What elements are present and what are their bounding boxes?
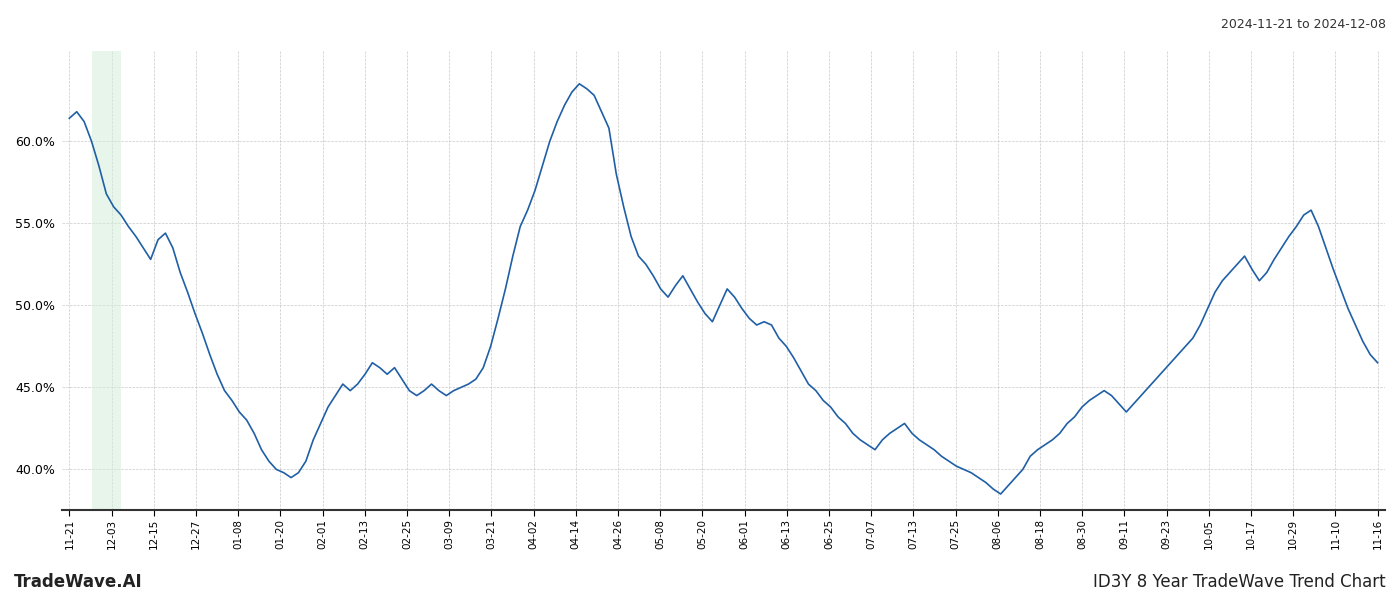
Text: ID3Y 8 Year TradeWave Trend Chart: ID3Y 8 Year TradeWave Trend Chart bbox=[1093, 573, 1386, 591]
Text: TradeWave.AI: TradeWave.AI bbox=[14, 573, 143, 591]
Bar bbox=[91, 51, 120, 511]
Text: 2024-11-21 to 2024-12-08: 2024-11-21 to 2024-12-08 bbox=[1221, 18, 1386, 31]
